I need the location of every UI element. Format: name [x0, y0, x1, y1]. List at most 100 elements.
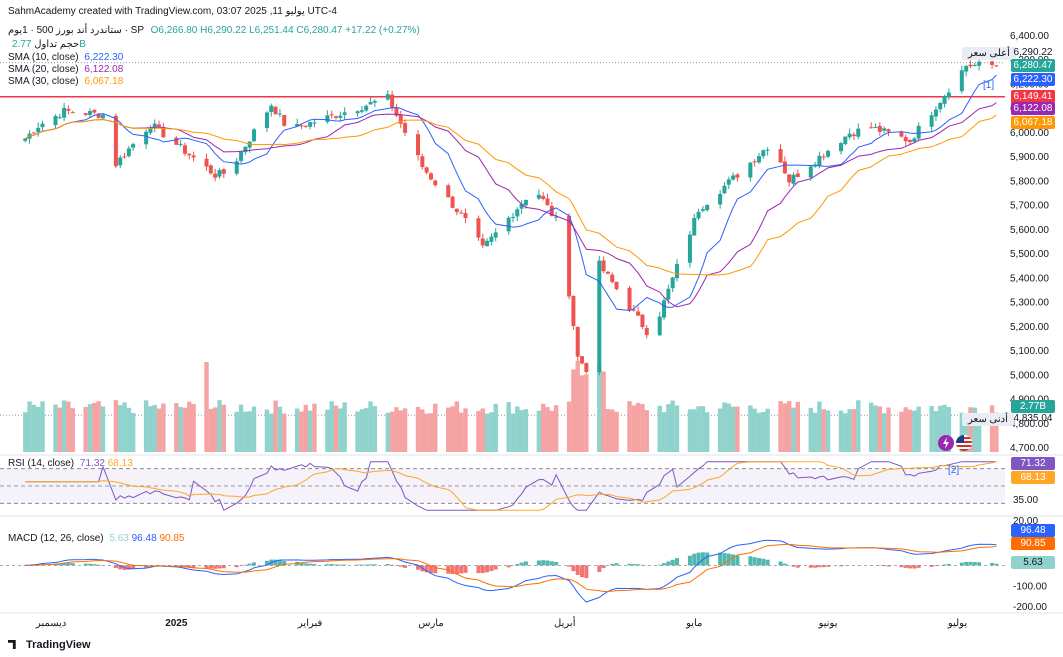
- macd-histogram-bar: [692, 553, 697, 566]
- volume-bar: [519, 410, 524, 452]
- candle-body: [605, 271, 610, 274]
- volume-bar: [174, 403, 179, 452]
- macd-histogram-bar: [480, 565, 485, 574]
- candle-body: [213, 173, 218, 178]
- macd-histogram-bar: [368, 564, 373, 566]
- volume-bar: [666, 404, 671, 452]
- volume-bar: [735, 406, 740, 452]
- volume-bar: [70, 408, 75, 452]
- volume-bar: [873, 405, 878, 452]
- volume-bar: [916, 406, 921, 452]
- macd-histogram-bar: [813, 565, 818, 568]
- volume-bar: [338, 408, 343, 452]
- volume-bar: [446, 407, 451, 452]
- volume-bar: [130, 412, 136, 452]
- volume-bar: [476, 410, 481, 452]
- macd-histogram-bar: [92, 564, 97, 566]
- macd-histogram-bar: [247, 563, 252, 566]
- macd-histogram-bar: [636, 564, 641, 566]
- rsi-tick-label: 20.00: [1013, 516, 1038, 527]
- candle-body: [459, 212, 464, 214]
- low-annotation-label: أدنى سعر: [962, 413, 1014, 426]
- candle-body: [372, 100, 377, 103]
- macd-histogram-bar: [450, 565, 455, 575]
- sma10-legend-label: SMA (10, close): [8, 52, 79, 63]
- macd-histogram-bar: [459, 565, 464, 574]
- macd-histogram-bar: [977, 562, 982, 566]
- macd-histogram-bar: [191, 565, 196, 568]
- volume-bar: [730, 406, 736, 452]
- macd-histogram-bar: [765, 559, 770, 566]
- volume-bar: [143, 400, 149, 452]
- macd-histogram-bar: [398, 565, 403, 567]
- volume-bar: [881, 413, 887, 452]
- candle-body: [234, 161, 239, 174]
- volume-bar: [87, 404, 93, 452]
- macd-histogram-bar: [614, 563, 619, 566]
- candle-body: [208, 165, 213, 174]
- volume-bar: [83, 407, 88, 452]
- candle-body: [778, 149, 783, 163]
- macd-histogram-bar: [700, 552, 705, 566]
- volume-bar: [355, 411, 360, 452]
- volume-bar: [601, 371, 606, 452]
- macd-histogram-bar: [964, 561, 969, 566]
- volume-bar: [420, 409, 425, 452]
- volume-bar: [247, 411, 252, 452]
- candle-body: [390, 94, 395, 109]
- volume-tag: 2.77B: [1011, 400, 1055, 413]
- candle-body: [946, 92, 951, 98]
- candle-body: [912, 138, 917, 142]
- volume-bar: [23, 412, 28, 452]
- volume-bar: [312, 403, 317, 452]
- macd-histogram-bar: [545, 560, 550, 566]
- candle-body: [916, 125, 921, 139]
- candle-body: [933, 109, 938, 117]
- volume-bar: [549, 410, 555, 452]
- candle-body: [450, 196, 455, 208]
- candle-body: [485, 240, 490, 247]
- candle-body: [338, 115, 343, 118]
- x-tick-label: ديسمبر: [35, 618, 66, 629]
- candle-body: [144, 131, 149, 145]
- candle-body: [428, 173, 433, 180]
- volume-bar: [847, 409, 852, 452]
- macd-histogram-bar: [705, 552, 710, 566]
- candle-body: [843, 136, 848, 145]
- macd-histogram-bar: [968, 561, 973, 566]
- macd-histogram-bar: [696, 552, 701, 566]
- credit-line: SahmAcademy created with TradingView.com…: [8, 6, 337, 17]
- volume-bar: [851, 409, 857, 452]
- macd-histogram-bar: [372, 564, 377, 566]
- volume-bar: [553, 405, 559, 452]
- hline-price-tag: 6,149.41: [1011, 90, 1055, 103]
- candle-body: [687, 234, 692, 263]
- macd-histogram-bar: [217, 565, 222, 569]
- candle-body: [40, 123, 45, 128]
- sma10-legend: SMA (10, close) 6,222.30: [8, 52, 123, 64]
- x-tick-label: يونيو: [818, 618, 838, 629]
- candle-body: [640, 314, 645, 327]
- volume-bar: [187, 401, 192, 452]
- volume-bar: [959, 412, 965, 452]
- macd-histogram-bar: [424, 565, 429, 573]
- candle-body: [403, 123, 408, 133]
- lightning-icon[interactable]: [938, 435, 954, 451]
- volume-bar: [303, 404, 309, 452]
- volume-bar: [631, 405, 637, 452]
- volume-bar: [579, 375, 585, 452]
- macd-histogram-bar: [329, 564, 334, 566]
- volume-bar: [963, 413, 969, 452]
- macd-histogram-bar: [182, 565, 187, 567]
- macd-histogram-bar: [243, 564, 248, 566]
- candle-body: [152, 123, 157, 129]
- volume-bar: [61, 400, 67, 452]
- macd-histogram-bar: [946, 563, 951, 566]
- candle-body: [657, 316, 662, 336]
- macd-histogram-bar: [506, 565, 511, 568]
- volume-bar: [458, 412, 464, 452]
- macd-histogram-bar: [908, 565, 913, 569]
- us-flag-icon[interactable]: [956, 435, 972, 451]
- rsi-ma-line: [25, 461, 997, 511]
